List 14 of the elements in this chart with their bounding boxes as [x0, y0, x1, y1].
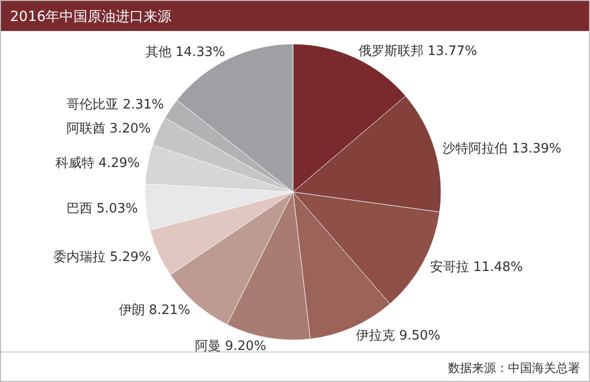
slice-label: 科威特 4.29% — [55, 156, 140, 172]
slice-label: 伊拉克 9.50% — [356, 328, 440, 344]
source-note: 数据来源：中国海关总署 — [448, 361, 580, 376]
chart-title: 2016年中国原油进口来源 — [10, 8, 172, 25]
slice-label: 巴西 5.03% — [66, 202, 138, 217]
slice-label: 俄罗斯联邦 13.77% — [358, 44, 478, 59]
slice-label: 安哥拉 11.48% — [430, 258, 523, 275]
slice-label: 沙特阿拉伯 13.39% — [442, 142, 562, 157]
slice-label: 阿曼 9.20% — [194, 339, 266, 354]
slice-label: 其他 14.33% — [145, 45, 226, 60]
slice-label: 委内瑞拉 5.29% — [54, 250, 152, 266]
slice-label: 哥伦比亚 2.31% — [66, 98, 164, 113]
slice-label: 阿联酋 3.20% — [66, 121, 151, 136]
slice-label: 伊朗 8.21% — [118, 302, 190, 318]
